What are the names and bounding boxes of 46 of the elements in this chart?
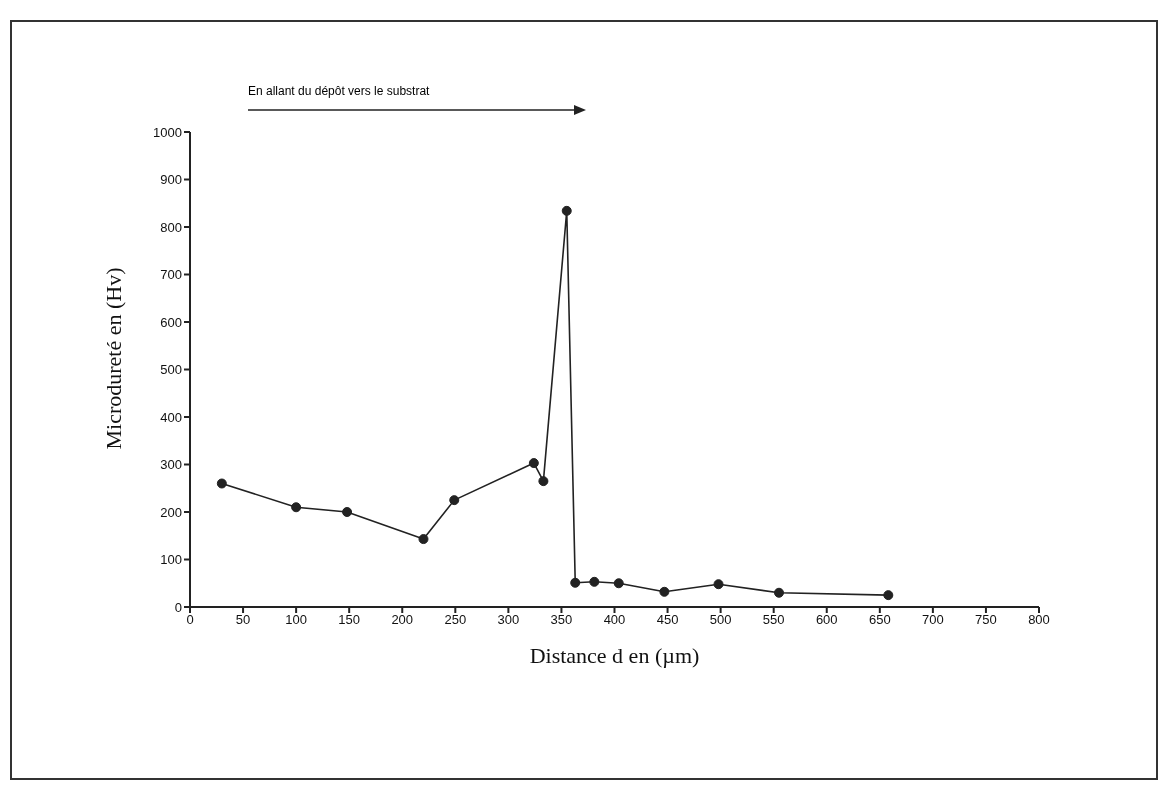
point — [713, 579, 724, 590]
y-tick-label: 900 — [160, 172, 182, 188]
point — [528, 458, 539, 469]
point — [613, 578, 624, 589]
x-tick-label: 650 — [868, 612, 891, 628]
y-tick-label: 1000 — [153, 124, 182, 140]
x-tick-label: 400 — [603, 612, 626, 628]
x-tick-label: 350 — [550, 612, 573, 628]
x-tick-label: 100 — [285, 612, 307, 628]
x-tick-label: 600 — [815, 612, 838, 628]
y-tick-label: 800 — [160, 219, 182, 235]
point — [342, 507, 353, 517]
x-tick-label: 450 — [656, 612, 679, 628]
y-tick-label: 600 — [160, 314, 182, 330]
x-tick-label: 300 — [497, 612, 520, 628]
point — [883, 590, 894, 601]
y-tick-label: 200 — [160, 504, 182, 520]
y-tick-label: 300 — [160, 457, 182, 473]
text: En allant du dépôt vers le substrat — [248, 84, 430, 98]
point — [659, 586, 670, 597]
x-axis-title: Distance d en (µm) — [529, 643, 700, 668]
point — [216, 478, 227, 489]
x-tick-label: 800 — [1028, 612, 1050, 628]
x-tick-label: 250 — [444, 612, 467, 628]
point — [291, 502, 302, 513]
x-tick-label: 750 — [975, 612, 997, 628]
x-tick-label: 500 — [709, 612, 732, 628]
point — [589, 576, 600, 587]
y-axis-title: Microdureté en (Hv) — [100, 267, 126, 450]
point — [538, 476, 549, 487]
y-tick-label: 400 — [160, 409, 182, 425]
point — [449, 495, 460, 506]
y-tick-label: 0 — [174, 599, 182, 615]
x-tick-label: 50 — [235, 612, 251, 628]
point — [561, 205, 572, 216]
x-tick-label: 150 — [338, 612, 361, 628]
point — [570, 577, 581, 588]
x-tick-label: 200 — [391, 612, 414, 628]
point — [418, 534, 429, 545]
x-tick-label: 550 — [762, 612, 785, 628]
point — [773, 587, 784, 598]
y-tick-label: 700 — [160, 267, 182, 283]
x-tick-label: 700 — [922, 612, 944, 628]
x-tick-label: 0 — [186, 612, 194, 628]
y-tick-label: 500 — [160, 362, 182, 378]
y-tick-label: 100 — [160, 552, 182, 568]
